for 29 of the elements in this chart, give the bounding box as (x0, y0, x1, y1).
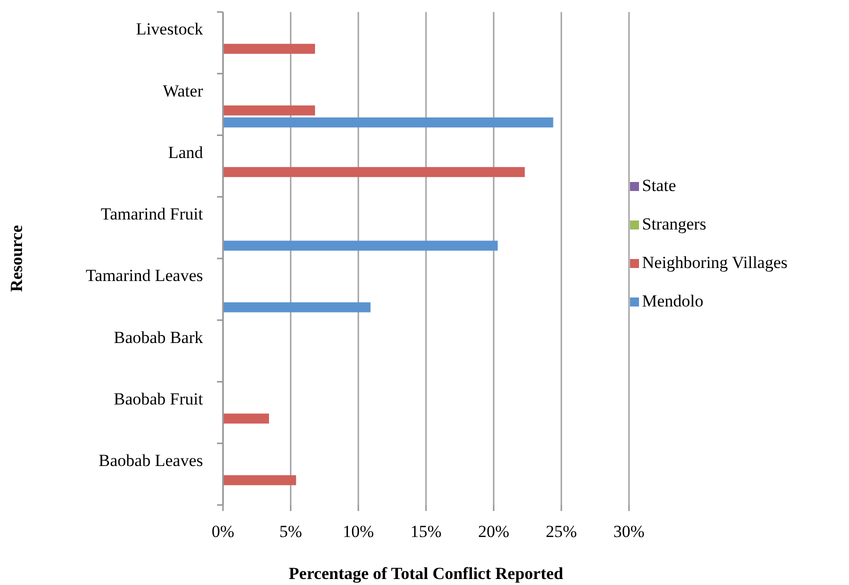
legend-label: State (642, 176, 676, 195)
y-tick-label: Livestock (136, 20, 204, 39)
y-tick-label: Tamarind Leaves (86, 266, 203, 286)
y-tick-label: Baobab Bark (114, 328, 204, 347)
bar (223, 167, 525, 178)
bar (223, 44, 316, 54)
bar (223, 105, 316, 116)
x-tick-label: 30% (613, 522, 645, 541)
bar (223, 475, 296, 486)
bar (223, 414, 270, 424)
y-tick-label: Baobab Leaves (98, 451, 203, 470)
x-axis-title: Percentage of Total Conflict Reported (288, 564, 564, 583)
y-tick-label: Water (162, 81, 204, 100)
x-tick-label: 15% (410, 522, 442, 541)
x-tick-label: 0% (212, 522, 234, 541)
y-tick-label: Tamarind Fruit (100, 204, 204, 224)
legend-label: Mendolo (642, 291, 704, 310)
y-tick-label: Baobab Fruit (114, 389, 204, 408)
x-tick-label: 5% (279, 522, 302, 541)
bar (223, 240, 498, 251)
x-tick-label: 20% (478, 522, 510, 541)
legend-label: Neighboring Villages (642, 252, 788, 272)
x-tick-label: 25% (546, 522, 577, 541)
bar (223, 302, 371, 312)
bar (223, 117, 554, 128)
y-tick-label: Land (168, 142, 204, 162)
x-tick-label: 10% (342, 522, 374, 541)
y-axis-title: Resource (7, 224, 26, 292)
legend-label: Strangers (642, 214, 706, 234)
